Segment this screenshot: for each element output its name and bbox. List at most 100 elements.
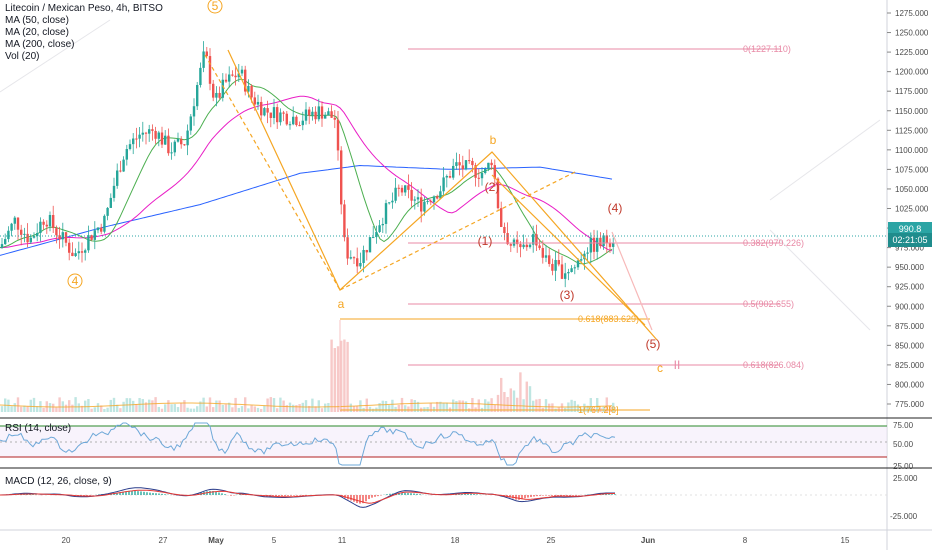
candle [301, 120, 304, 126]
candle [96, 227, 100, 231]
candle [349, 257, 352, 259]
candle [244, 69, 247, 92]
candle [381, 223, 384, 226]
candle [292, 116, 295, 125]
macd-label[interactable]: MACD (12, 26, close, 9) [5, 476, 112, 487]
candle [100, 227, 103, 232]
candle [509, 244, 512, 246]
rsi-label[interactable]: RSI (14, close) [5, 423, 72, 434]
candle [522, 244, 525, 248]
candle [282, 112, 285, 114]
price-tick-label: 975.000 [895, 244, 924, 253]
candle [202, 51, 205, 68]
macd-tick-25: 25.000 [893, 474, 918, 483]
candle [445, 176, 448, 178]
current-price-tag: 990.8 [888, 222, 932, 236]
candle [36, 233, 39, 237]
candle [276, 107, 279, 123]
candle [471, 160, 474, 166]
candle [250, 85, 253, 98]
candle [464, 160, 468, 170]
candle [452, 165, 455, 178]
fib-label-0: 0(1227.110) [743, 44, 791, 54]
indicator-ma50[interactable]: MA (50, close) [5, 15, 69, 26]
price-tick-label: 950.000 [895, 263, 924, 272]
symbol-title[interactable]: Litecoin / Mexican Peso, 4h, BITSO [5, 3, 163, 14]
elliott-abc-lines[interactable] [204, 49, 658, 341]
candle [23, 233, 26, 235]
candle [368, 237, 372, 253]
rsi-line [0, 422, 616, 466]
candle [532, 234, 535, 245]
indicator-ma20[interactable]: MA (20, close) [5, 27, 69, 38]
time-tick-label: 18 [451, 536, 460, 545]
candle [42, 221, 45, 225]
wave-label-c: c [657, 361, 663, 375]
countdown-tag: 02:21:05 [888, 233, 932, 247]
price-tick-label: 1275.000 [895, 9, 929, 18]
candle [596, 237, 599, 252]
candle [13, 217, 16, 224]
candle [266, 108, 269, 113]
indicator-volume[interactable]: Vol (20) [5, 51, 40, 62]
candle [506, 233, 509, 245]
candle [192, 106, 196, 117]
candle [170, 152, 173, 154]
candle [176, 138, 180, 142]
candle [52, 215, 55, 229]
candle [560, 264, 564, 279]
volume-bars [0, 339, 615, 412]
candle [356, 258, 359, 267]
price-axis[interactable]: 1275.000 1250.000 1225.000 1200.000 1175.000… [887, 9, 929, 409]
candle [231, 74, 234, 76]
ma50-line [0, 95, 613, 252]
candle [388, 202, 391, 204]
price-tick-label: 1100.000 [895, 146, 928, 155]
ma200-line [0, 164, 613, 256]
candle [602, 235, 605, 247]
candle [404, 185, 407, 193]
candle [570, 268, 573, 273]
fib-label-05: 0.5(902.655) [743, 299, 794, 309]
candle [141, 132, 144, 135]
candle [260, 101, 263, 116]
fib-retracement[interactable]: 0(1227.110) 0.382(979.226) 0.5(902.655) … [408, 44, 804, 370]
candle [240, 69, 244, 74]
candle [186, 130, 189, 146]
candle [135, 138, 138, 140]
candle [378, 225, 381, 232]
price-tick-label: 1075.000 [895, 165, 929, 174]
candle [548, 255, 551, 264]
candle [196, 85, 199, 107]
candle [528, 244, 532, 248]
candle [80, 251, 84, 253]
fib-label-0618: 0.618(826.084) [743, 360, 804, 370]
time-axis[interactable]: 20 27 May 5 11 18 25 Jun 8 15 [62, 536, 850, 545]
price-tick-label: 775.000 [895, 400, 924, 409]
candle [272, 107, 276, 118]
candle [90, 235, 93, 240]
chart-legend[interactable]: Litecoin / Mexican Peso, 4h, BITSO MA (5… [5, 3, 163, 63]
candle [551, 263, 554, 271]
candle [48, 215, 52, 227]
candle [7, 230, 10, 240]
candle [157, 132, 160, 139]
candle [119, 170, 122, 172]
candle [317, 106, 320, 120]
candle [295, 116, 298, 126]
candle [205, 51, 208, 57]
price-tick-label: 800.000 [895, 380, 924, 389]
candle [573, 267, 576, 269]
candle [407, 185, 410, 190]
wave-label-a: a [338, 297, 345, 311]
candle [586, 252, 589, 254]
time-tick-label: 11 [338, 536, 347, 545]
candle [269, 112, 272, 118]
fib-extension[interactable]: 0.618(883.629) 1(767.2[8] [339, 314, 650, 415]
fib-label-0382: 0.382(979.226) [743, 238, 804, 248]
candle [224, 79, 228, 82]
indicator-ma200[interactable]: MA (200, close) [5, 39, 75, 50]
candle [346, 237, 349, 259]
candle [125, 149, 128, 160]
